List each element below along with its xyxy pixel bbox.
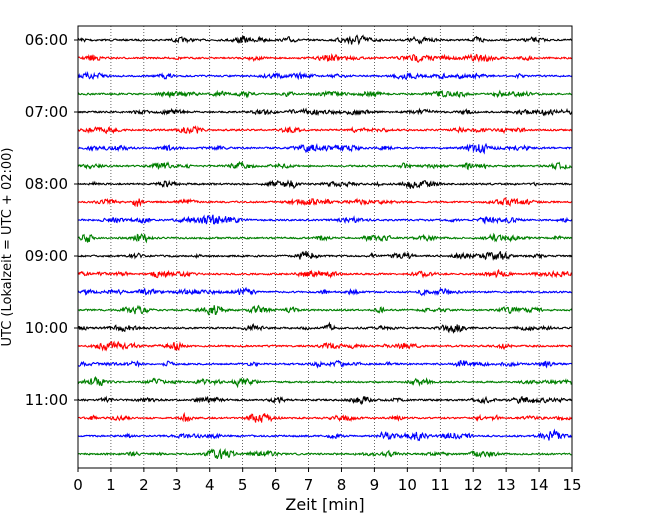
seismogram-trace: [77, 34, 572, 46]
y-tick-label: 06:00: [25, 31, 68, 49]
seismogram-trace: [77, 359, 573, 369]
seismogram-trace: [77, 340, 572, 352]
seismogram-trace: [77, 197, 573, 208]
seismogram-trace: [77, 107, 573, 117]
seismogram-trace: [77, 89, 573, 99]
x-tick-label: 8: [337, 476, 347, 494]
x-tick-label: 6: [271, 476, 281, 494]
seismogram-trace: [77, 70, 573, 81]
seismogram-trace: [77, 160, 573, 171]
seismogram-trace: [77, 395, 573, 406]
x-tick-label: 10: [398, 476, 417, 494]
y-tick-label: 07:00: [25, 103, 68, 121]
plot-frame: [77, 25, 573, 469]
x-tick-label: 4: [205, 476, 215, 494]
x-tick-label: 1: [106, 476, 116, 494]
y-tick-label: 09:00: [25, 247, 68, 265]
x-axis-label: Zeit [min]: [285, 495, 364, 514]
seismogram-trace: [77, 411, 573, 423]
seismogram-trace: [77, 428, 573, 442]
seismogram-trace: [77, 375, 573, 389]
x-tick-label: 14: [530, 476, 549, 494]
x-tick-label: 0: [73, 476, 83, 494]
x-tick-label: 9: [370, 476, 380, 494]
x-tick-label: 13: [497, 476, 516, 494]
y-tick-label: 11:00: [25, 391, 68, 409]
seismogram-trace: [77, 125, 573, 135]
y-tick-label: 08:00: [25, 175, 68, 193]
x-axis: 0 1 2 3 4 5 6 7 8 9 10 11 12 13 14 15: [73, 468, 582, 494]
x-tick-label: 2: [139, 476, 149, 494]
x-tick-label: 7: [304, 476, 314, 494]
seismogram-trace: [77, 179, 573, 190]
y-tick-label: 10:00: [25, 319, 68, 337]
trace-group: [77, 34, 573, 460]
y-axis-label: UTC (Lokalzeit = UTC + 02:00): [0, 148, 15, 347]
seismogram-trace: [77, 53, 573, 63]
x-tick-label: 11: [431, 476, 450, 494]
x-tick-label: 12: [464, 476, 483, 494]
seismogram-trace: [77, 250, 573, 262]
seismogram-trace: [77, 232, 573, 244]
x-tick-label: 3: [172, 476, 182, 494]
seismogram-trace: [77, 286, 572, 297]
y-axis: 06:00 07:00 08:00 09:00 10:00 11:00: [25, 31, 78, 409]
x-tick-label: 15: [562, 476, 581, 494]
x-tick-label: 5: [238, 476, 248, 494]
seismogram-trace: [77, 268, 572, 279]
seismogram-trace: [77, 447, 572, 460]
seismogram-trace: [77, 304, 573, 316]
seismogram-trace: [77, 321, 573, 334]
seismogram-trace: [77, 142, 572, 155]
seismogram-trace: [77, 214, 573, 225]
